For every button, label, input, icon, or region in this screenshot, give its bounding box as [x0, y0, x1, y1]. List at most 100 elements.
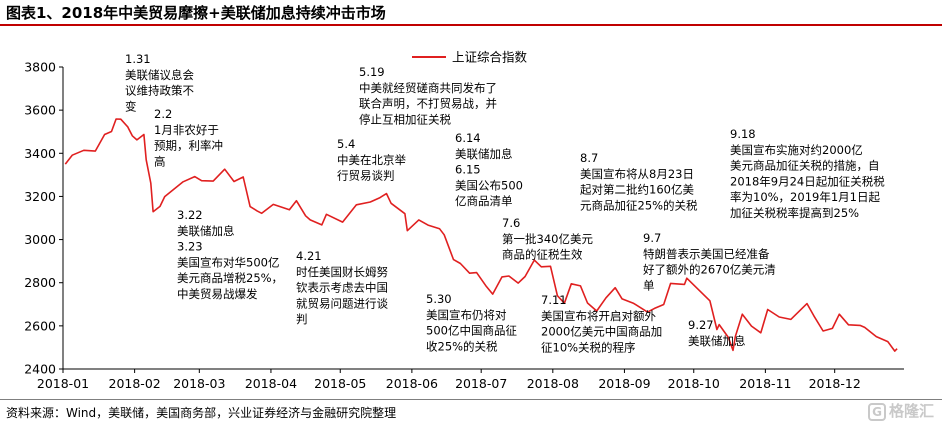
annotation-line: 9.18 [730, 127, 756, 141]
source-note: 资料来源：Wind，美联储，美国商务部，兴业证券经济与金融研究院整理 [6, 406, 397, 420]
annotation-line: 5.4 [337, 137, 355, 151]
annotation-line: 判 [296, 312, 308, 326]
annotation-line: 加征关税税率提高到25% [730, 206, 859, 220]
watermark-logo: G 格隆汇 [868, 400, 934, 421]
x-tick-label: 2018-03 [173, 376, 225, 391]
y-tick-label: 3800 [24, 60, 56, 75]
annotation-line: 美国公布500 [455, 178, 523, 192]
annotation-text: 9.7 特朗普表示美国已经准备好了额外的2670亿美元清单 [643, 231, 776, 292]
annotation-line: 收25%的关税 [426, 339, 498, 353]
chart: 2400 2600 2800 3000 3200 3400 3600 3800 2018-01 2… [24, 50, 904, 391]
y-tick-label: 3600 [24, 103, 56, 118]
annotation-line: 率为10%，2019年1月1日起 [730, 190, 880, 204]
annotation-line: 美联储加息 [688, 334, 746, 348]
annotation-line: 高 [154, 154, 166, 168]
annotation-line: 中美贸易战爆发 [177, 287, 258, 301]
annotation-line: 美国宣布仍将对 [426, 308, 507, 322]
annotation-line: 9.27 [688, 318, 714, 332]
annotation-line: 8.7 [580, 151, 598, 165]
annotation-line: 行贸易谈判 [337, 169, 395, 183]
annotation-text: 8.7 美国宣布将从8月23日起对第二批约160亿美元商品加征25%的关税 [580, 151, 698, 212]
annotation-line: 美国宣布实施对约2000亿 [730, 143, 863, 157]
annotation-text: 4.21 时任美国财长姆努钦表示考虑去中国就贸易问题进行谈判 [296, 249, 388, 326]
annotation-line: 美国宣布将开启对额外 [541, 309, 656, 323]
x-tick-label: 2018-11 [739, 376, 791, 391]
annotation-line: 5.30 [426, 292, 452, 306]
annotation-line: 6.14 [455, 131, 481, 145]
annotation-text: 7.11 美国宣布将开启对额外 2000亿美元中国商品加征10%关税的程序 [541, 293, 662, 354]
legend-label: 上证综合指数 [452, 50, 528, 65]
source-rule [0, 399, 942, 400]
annotation-line: 就贸易问题进行谈 [296, 296, 388, 310]
annotation-line: 停止互相加征关税 [359, 112, 451, 126]
annotation-line: 美国宣布对华500亿 [177, 255, 279, 269]
annotation-text: 3.22 美联储加息 3.23 美国宣布对华500亿美元商品增税25%， 中美贸易战爆发 [177, 208, 283, 301]
annotation-text: 9.27 美联储加息 [688, 318, 746, 348]
annotation-line: 4.21 [296, 249, 322, 263]
annotation-line: 商品的征税生效 [502, 248, 583, 262]
annotation-line: 9.7 [643, 231, 661, 245]
annotation-text: 5.4 中美在北京举行贸易谈判 [337, 137, 406, 183]
annotation-text: 2.2 1月非农好于预期，利率冲高 [154, 107, 223, 168]
annotation-line: 征10%关税的程序 [541, 340, 636, 354]
y-tick-label: 2400 [24, 362, 56, 377]
annotation-line: 7.11 [541, 293, 567, 307]
annotation-line: 2000亿美元中国商品加 [541, 325, 662, 339]
x-tick-label: 2018-01 [37, 376, 89, 391]
watermark-text: 格隆汇 [888, 402, 934, 420]
annotation-text: 9.18 美国宣布实施对约2000亿美元商品加征关税的措施，自 2018年9月24日… [730, 127, 885, 220]
series-line [64, 118, 898, 352]
x-tick-label: 2018-06 [386, 376, 438, 391]
annotation-line: 联合声明，不打贸易战，并 [359, 97, 497, 111]
annotation-line: 特朗普表示美国已经准备 [643, 247, 770, 261]
annotation-line: 美联储加息 [455, 147, 513, 161]
annotation-line: 3.22 [177, 208, 203, 222]
annotation-line: 钦表示考虑去中国 [296, 281, 388, 295]
watermark-badge-icon: G [868, 403, 886, 421]
annotation-text: 5.19 中美就经贸磋商共同发布了联合声明，不打贸易战，并停止互相加征关税 [359, 65, 497, 126]
chart-title: 图表1、2018年中美贸易摩擦+美联储加息持续冲击市场 [6, 4, 386, 22]
annotation-line: 亿商品清单 [455, 194, 513, 208]
annotation-line: 美联储议息会 [125, 68, 194, 82]
annotation-line: 美元商品增税25%， [177, 271, 283, 285]
annotation-line: 中美就经贸磋商共同发布了 [359, 81, 497, 95]
x-tick-label: 2018-04 [245, 376, 297, 391]
annotation-line: 议维持政策不 [125, 84, 194, 98]
x-tick-label: 2018-02 [109, 376, 161, 391]
annotation-line: 美元商品加征关税的措施，自 [730, 159, 880, 173]
annotation-line: 2.2 [154, 107, 172, 121]
annotation-line: 起对第二批约160亿美 [580, 183, 694, 197]
annotation-text: 7.6 第一批340亿美元商品的征税生效 [502, 216, 593, 262]
x-tick-label: 2018-05 [314, 376, 366, 391]
y-tick-label: 2800 [24, 275, 56, 290]
y-tick-label: 3200 [24, 189, 56, 204]
title-rule [0, 24, 942, 26]
annotation-line: 5.19 [359, 65, 385, 79]
annotation-line: 元商品加征25%的关税 [580, 198, 698, 212]
annotation-line: 美国宣布将从8月23日 [580, 167, 694, 181]
annotation-text: 1.31 美联储议息会议维持政策不变 [125, 52, 194, 113]
x-tick-label: 2018-08 [527, 376, 579, 391]
annotation-line: 单 [643, 278, 655, 292]
y-tick-label: 3000 [24, 232, 56, 247]
y-tick-label: 2600 [24, 318, 56, 333]
annotation-line: 变 [125, 99, 137, 113]
annotation-text: 6.14 美联储加息 6.15 美国公布500 亿商品清单 [455, 131, 523, 208]
annotation-line: 中美在北京举 [337, 153, 406, 167]
annotation-line: 7.6 [502, 216, 520, 230]
x-tick-label: 2018-10 [668, 376, 720, 391]
annotation-line: 好了额外的2670亿美元清 [643, 263, 776, 277]
annotation-line: 第一批340亿美元 [502, 232, 593, 246]
annotation-line: 500亿中国商品征 [426, 324, 517, 338]
annotation-line: 预期，利率冲 [154, 139, 223, 153]
annotation-line: 美联储加息 [177, 224, 235, 238]
y-tick-label: 3400 [24, 146, 56, 161]
annotation-line: 2018年9月24日起加征关税税 [730, 174, 885, 188]
x-tick-label: 2018-09 [598, 376, 650, 391]
x-tick-label: 2018-12 [809, 376, 861, 391]
annotation-line: 3.23 [177, 240, 203, 254]
annotation-line: 1.31 [125, 52, 151, 66]
annotation-text: 5.30 美国宣布仍将对 500亿中国商品征收25%的关税 [426, 292, 517, 353]
x-tick-label: 2018-07 [455, 376, 507, 391]
annotation-line: 时任美国财长姆努 [296, 265, 388, 279]
